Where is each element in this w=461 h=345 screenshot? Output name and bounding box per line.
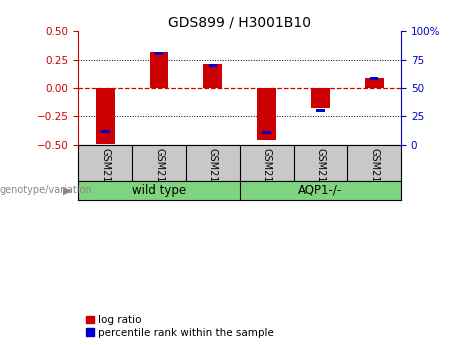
Legend: log ratio, percentile rank within the sample: log ratio, percentile rank within the sa… [83,313,276,340]
Bar [370,77,378,80]
Text: GSM21266: GSM21266 [100,148,110,201]
Text: GSM21276: GSM21276 [154,148,164,201]
Bar [262,131,271,134]
Text: AQP1-/-: AQP1-/- [298,184,343,197]
Text: GSM21273: GSM21273 [315,148,325,201]
Bar [316,109,325,112]
Bar [150,52,168,88]
Bar [203,63,222,88]
Bar [257,88,276,140]
Text: GSM21270: GSM21270 [261,148,272,201]
Bar [365,78,384,88]
Text: GSM21282: GSM21282 [369,148,379,201]
Text: ▶: ▶ [63,185,71,195]
Bar [101,130,110,133]
Text: wild type: wild type [132,184,186,197]
Bar [155,52,163,56]
Bar [96,88,115,144]
Bar [208,63,217,67]
Bar [311,88,330,108]
Text: genotype/variation: genotype/variation [0,185,93,195]
Text: GSM21279: GSM21279 [208,148,218,201]
Title: GDS899 / H3001B10: GDS899 / H3001B10 [168,16,311,30]
